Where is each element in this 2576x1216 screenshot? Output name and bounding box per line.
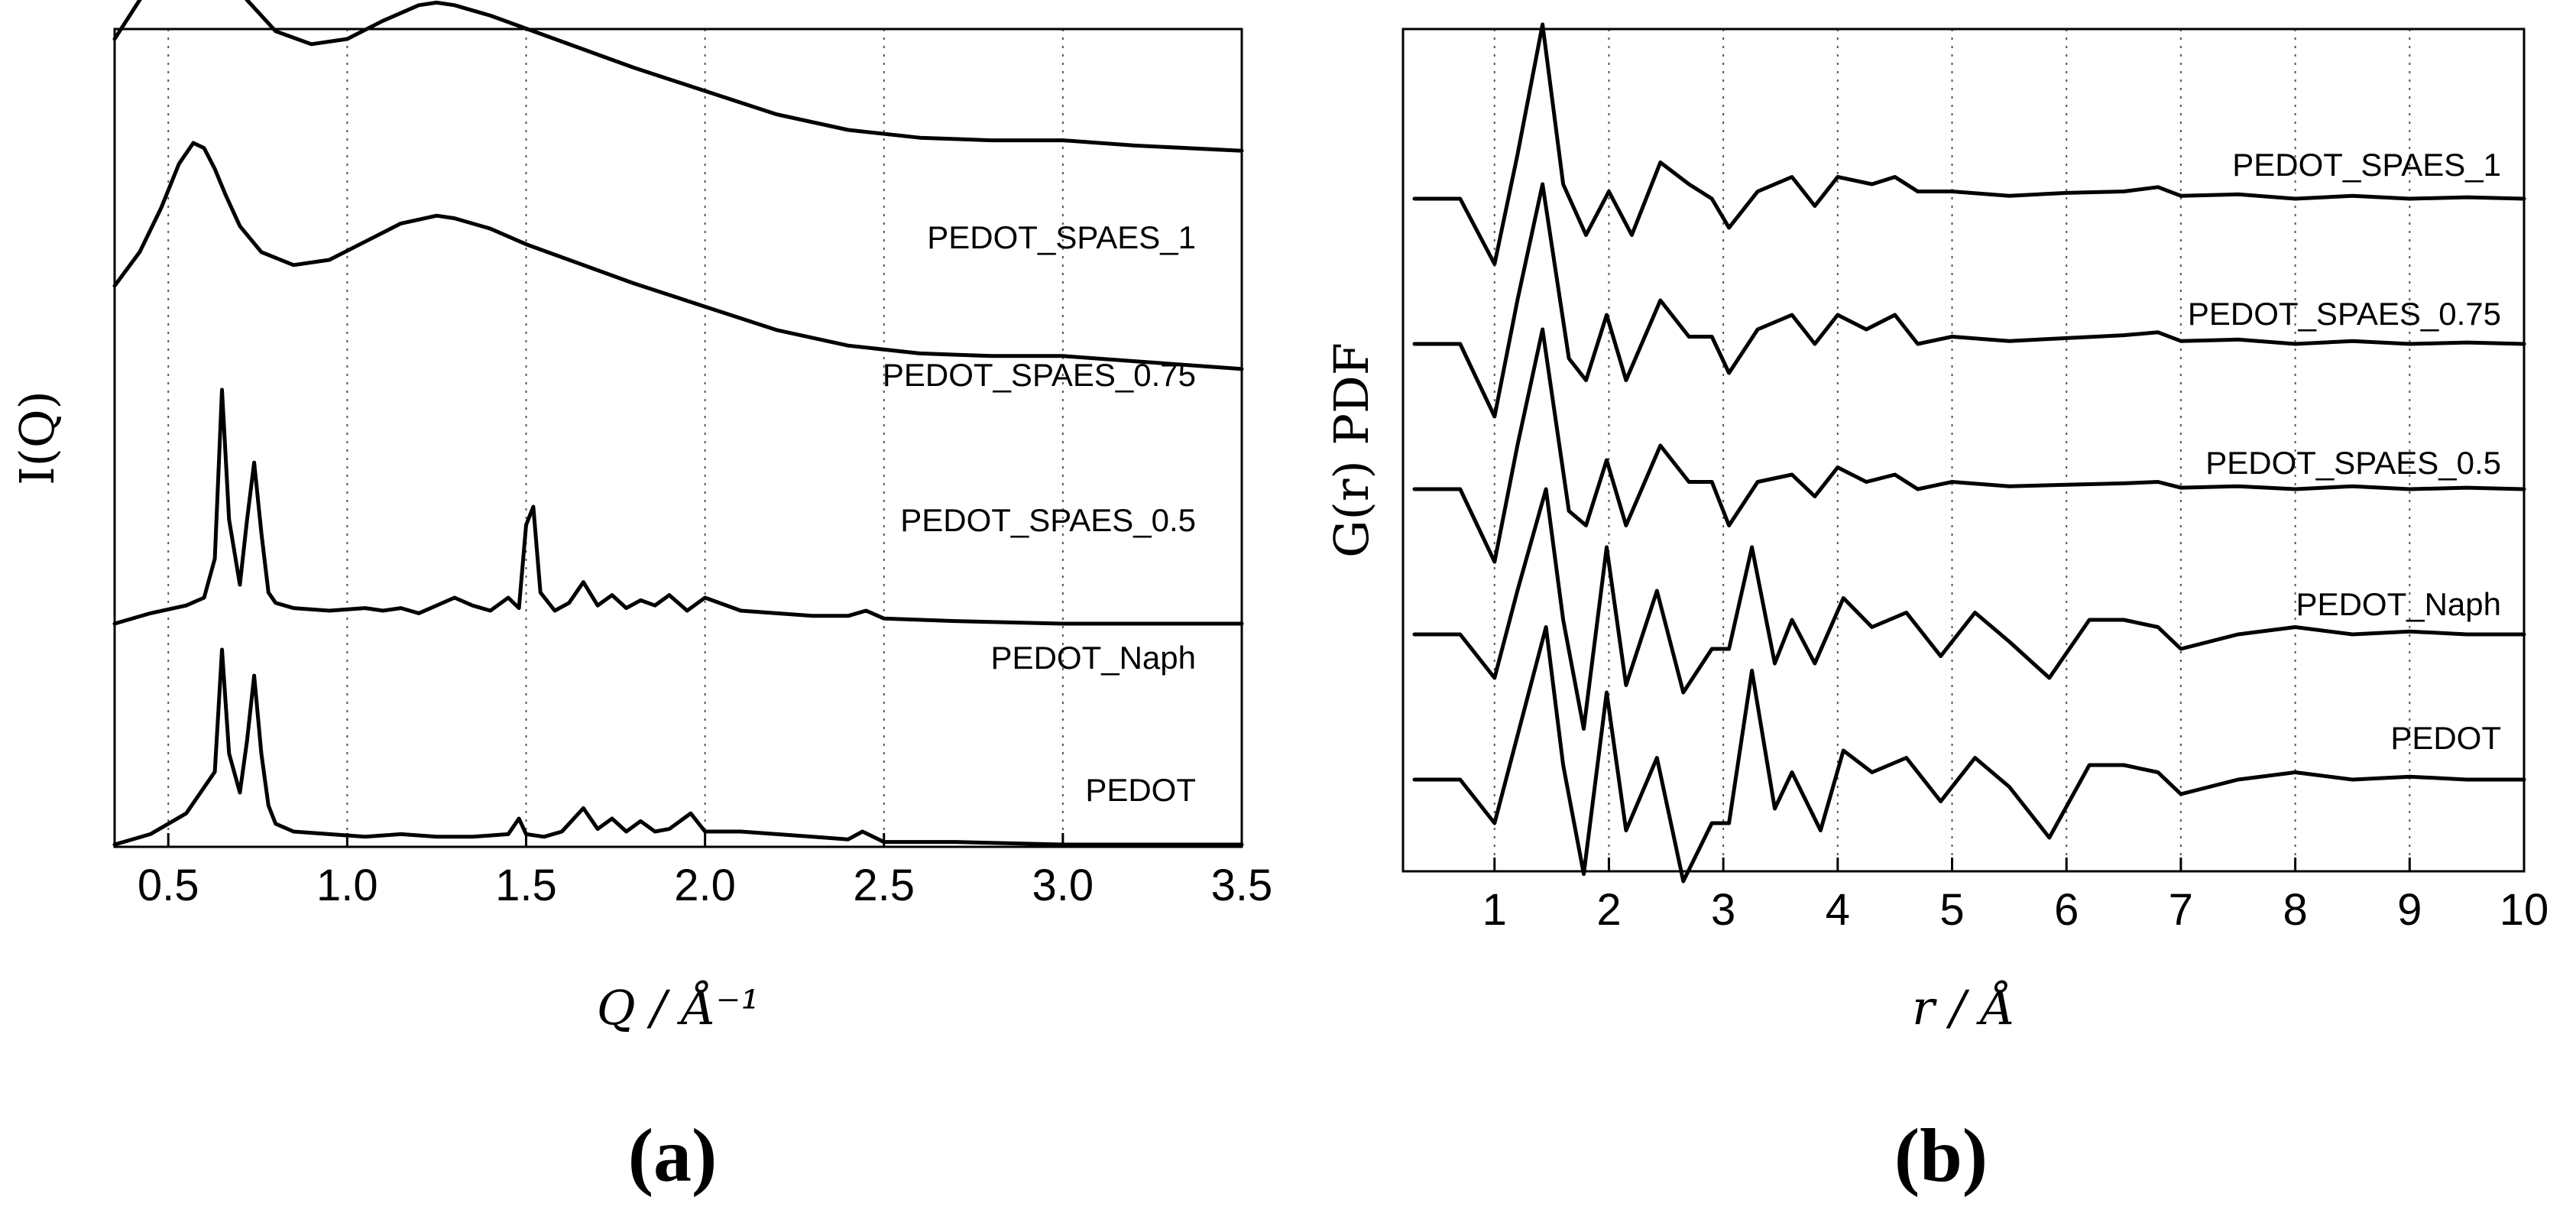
x-tick-label: 0.5	[138, 861, 199, 910]
x-axis-label: Q / Å⁻¹	[597, 980, 760, 1036]
figure: 0.5 1.0 1.5 2.0 2.5 3.0 3.5 PEDOT_SPAES_1 PEDOT_…	[0, 0, 2576, 1216]
series-label: PEDOT_SPAES_0.75	[2188, 296, 2501, 332]
series-line-PEDOT_SPAES_0.5	[115, 143, 1242, 369]
y-axis-label: I(Q)	[9, 391, 65, 485]
series-line-PEDOT	[1414, 627, 2524, 882]
x-tick-label: 5	[1939, 885, 1964, 935]
x-tick-label: 9	[2397, 885, 2422, 935]
series-label: PEDOT_SPAES_1	[2232, 147, 2501, 183]
panel-a-iq-chart: 0.5 1.0 1.5 2.0 2.5 3.0 3.5 PEDOT_SPAES_1 PEDOT_…	[9, 0, 1272, 1198]
panel-b-pdf-chart: 1 2 3 4 5 6 7 8 9 10 PEDOT_SPAES_1 PEDOT_SPAES_0.75…	[1324, 24, 2548, 1198]
panel-label: (a)	[628, 1113, 718, 1198]
x-tick-label: 6	[2054, 885, 2079, 935]
x-tick-label: 3	[1711, 885, 1735, 935]
series-line-PEDOT	[115, 650, 1242, 845]
x-tick-label: 2	[1596, 885, 1621, 935]
x-tick-label: 7	[2169, 885, 2193, 935]
series-label: PEDOT	[2390, 720, 2501, 756]
series-line-PEDOT_SPAES_0.75	[115, 0, 1242, 151]
x-tick-label: 3.5	[1211, 861, 1273, 910]
y-axis-label: G(r) PDF	[1324, 342, 1379, 558]
x-tick-label: 2.0	[674, 861, 736, 910]
x-tick-label: 1.0	[316, 861, 378, 910]
series-label: PEDOT_SPAES_0.5	[2205, 445, 2501, 481]
x-tick-label: 1.5	[495, 861, 557, 910]
panel-label: (b)	[1894, 1113, 1988, 1198]
plot-frame	[115, 29, 1242, 847]
series-label: PEDOT_SPAES_1	[927, 219, 1196, 255]
x-tick-label: 3.0	[1032, 861, 1094, 910]
x-tick-label: 1	[1482, 885, 1507, 935]
x-tick-label: 8	[2283, 885, 2307, 935]
x-axis-label: r / Å	[1912, 980, 2015, 1036]
series-label: PEDOT_Naph	[2296, 586, 2501, 622]
x-tick-label: 2.5	[853, 861, 915, 910]
series-label: PEDOT	[1085, 772, 1196, 808]
series-line-PEDOT_SPAES_1	[1414, 24, 2524, 264]
series-label: PEDOT_SPAES_0.5	[900, 502, 1196, 538]
series-label: PEDOT_Naph	[991, 640, 1196, 676]
x-tick-label: 4	[1826, 885, 1850, 935]
x-tick-label: 10	[2500, 885, 2549, 935]
